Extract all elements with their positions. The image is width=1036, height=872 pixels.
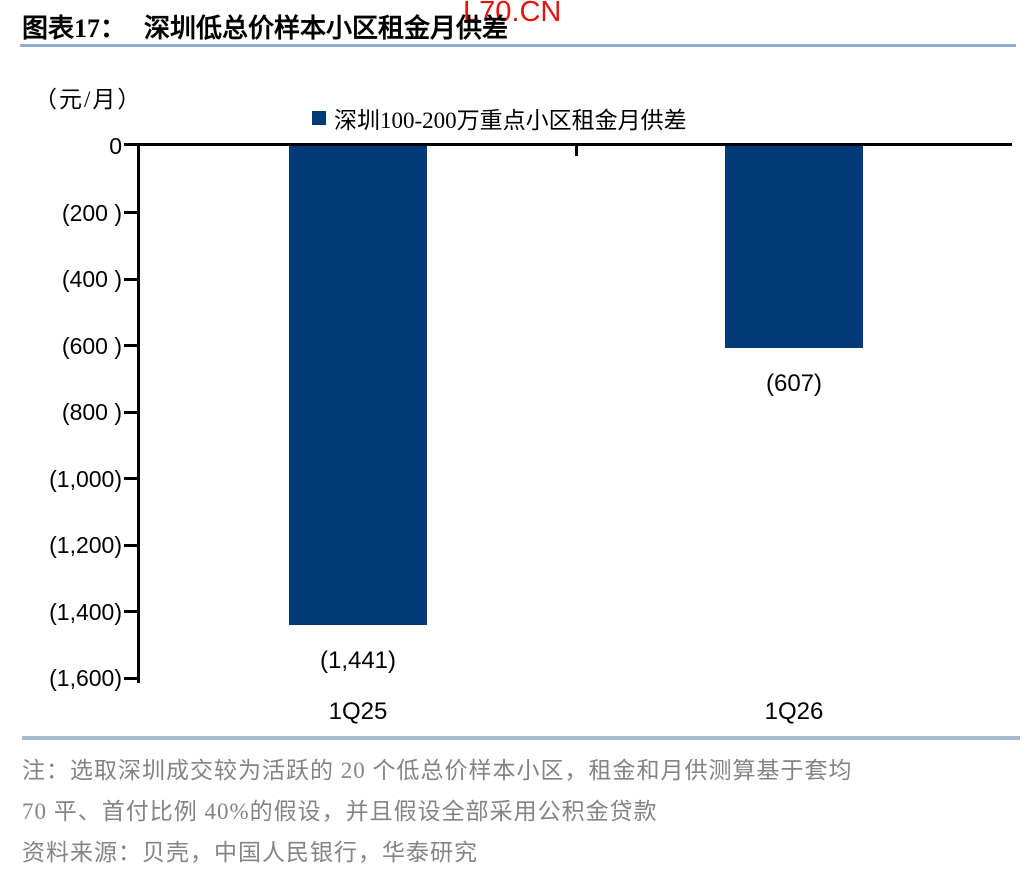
chart-legend: 深圳100-200万重点小区租金月供差: [312, 101, 687, 135]
y-axis-tick: [124, 410, 137, 414]
y-tick-label: 0: [109, 133, 122, 159]
bar-value-label: (607): [765, 370, 823, 397]
y-axis-tick: [124, 277, 137, 281]
y-axis-line: [137, 143, 140, 683]
y-tick-label: (600 ): [61, 332, 122, 359]
bar-1q25: [289, 146, 427, 625]
footer-divider: [22, 736, 1020, 740]
y-axis-tick: [124, 676, 137, 680]
chart-note-line1: 注：选取深圳成交较为活跃的 20 个低总价样本小区，租金和月供测算基于套均: [22, 758, 853, 783]
y-axis-unit-label: （元/月）: [34, 87, 143, 112]
y-tick-label: (400 ): [61, 266, 122, 292]
bar-1q26: [725, 146, 863, 348]
bar-value-label: (1,441): [319, 647, 397, 674]
y-axis-tick: [124, 477, 137, 480]
watermark-text: L70.CN: [463, 0, 562, 28]
y-tick-label: (800 ): [61, 399, 122, 425]
title-underline: [20, 44, 1016, 47]
y-tick-label: (1,200): [49, 532, 122, 558]
y-axis-tick: [124, 143, 137, 146]
chart-source-line: 资料来源：贝壳，中国人民银行，华泰研究: [22, 840, 478, 865]
x-axis-tick: [574, 146, 578, 156]
x-axis-zero-line: [137, 143, 1012, 146]
legend-swatch-icon: [312, 111, 326, 125]
y-axis-tick: [124, 344, 137, 347]
legend-series-label: 深圳100-200万重点小区租金月供差: [334, 108, 687, 133]
x-category-label: 1Q26: [764, 698, 824, 725]
y-tick-label: (1,600): [49, 665, 122, 691]
y-axis-tick: [124, 543, 137, 547]
chart-title: 图表17： 深圳低总价样本小区租金月供差: [22, 8, 508, 45]
x-category-label: 1Q25: [328, 698, 388, 725]
y-tick-label: (1,000): [49, 465, 122, 492]
y-tick-label: (1,400): [49, 598, 122, 625]
chart-note-line2: 70 平、首付比例 40%的假设，并且假设全部采用公积金贷款: [22, 799, 658, 824]
y-tick-label: (200 ): [61, 199, 122, 226]
plot-area: (1,441) 1Q25 (607) 1Q26: [124, 143, 1012, 725]
y-axis-tick: [124, 610, 137, 613]
chart-title-text: 深圳低总价样本小区租金月供差: [144, 14, 509, 43]
y-axis-tick-labels: 0 (200 ) (400 ) (600 ) (800 ) (1,000) (1,200) (…: [0, 133, 122, 691]
figure-number-label: 图表17：: [22, 14, 127, 43]
y-axis-tick: [124, 211, 137, 214]
